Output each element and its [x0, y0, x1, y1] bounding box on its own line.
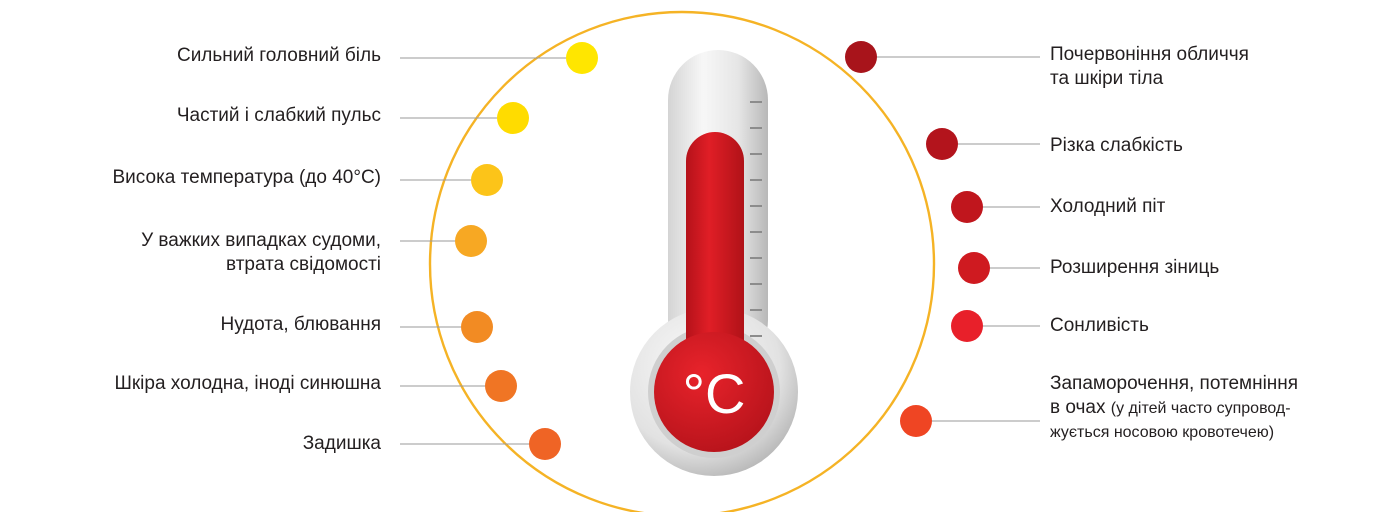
symptom-text-line: Нудота, блювання	[220, 314, 381, 335]
symptom-dot-right-2	[926, 128, 958, 160]
symptom-dot-right-6	[900, 405, 932, 437]
symptom-dot-left-5	[461, 311, 493, 343]
symptom-text-line: Задишка	[302, 433, 381, 454]
symptom-text-row: в очах (у дітей часто супровод-	[1050, 396, 1298, 421]
symptom-label-left-7: Задишка	[303, 432, 381, 456]
connector-lines	[400, 56, 1040, 445]
symptom-label-left-3: Висока температура (до 40°C)	[113, 166, 382, 190]
symptom-dot-left-4	[455, 225, 487, 257]
thermometer-mercury-column	[686, 132, 744, 392]
symptom-dot-right-5	[951, 310, 983, 342]
symptom-label-right-3: Холодний піт	[1050, 195, 1165, 219]
thermometer-mercury-bulb	[654, 332, 774, 452]
thermometer-scale-ticks	[750, 101, 762, 337]
symptom-text-line: в очах	[1050, 397, 1106, 418]
symptom-text-line: Запаморочення, потемніння	[1050, 373, 1299, 394]
symptom-label-right-5: Сонливість	[1050, 314, 1149, 338]
symptom-label-left-6: Шкіра холодна, іноді синюшна	[114, 372, 381, 396]
symptom-label-right-2: Різка слабкість	[1050, 134, 1183, 158]
symptom-text-line: Розширення зіниць	[1050, 257, 1220, 278]
symptom-label-left-5: Нудота, блювання	[220, 313, 381, 337]
symptom-dot-left-3	[471, 164, 503, 196]
symptom-text-line: Частий і слабкий пульс	[176, 105, 381, 126]
symptom-text-line: втрата свідомості	[226, 254, 381, 275]
symptom-note-line: (у дітей часто супровод-	[1110, 400, 1291, 417]
symptom-label-left-2: Частий і слабкий пульс	[177, 104, 381, 128]
symptom-dots	[455, 41, 990, 460]
symptom-label-right-1: Почервоніння обличчя та шкіри тіла	[1050, 43, 1249, 91]
symptom-text-line: Сильний головний біль	[176, 45, 381, 66]
symptom-text-line: Висока температура (до 40°C)	[112, 167, 382, 188]
symptom-text-line: Шкіра холодна, іноді синюшна	[114, 373, 381, 394]
symptom-text-line: Холодний піт	[1050, 196, 1166, 217]
symptom-dot-right-4	[958, 252, 990, 284]
symptom-label-left-4: У важких випадках судоми, втрата свідомос…	[141, 229, 381, 277]
symptom-text-line: Почервоніння обличчя	[1050, 44, 1249, 65]
symptom-label-right-6: Запаморочення, потемніння в очах (у дітей…	[1050, 372, 1298, 445]
symptom-text-line: Різка слабкість	[1050, 135, 1183, 156]
symptom-dot-left-1	[566, 42, 598, 74]
symptom-text-line: та шкіри тіла	[1050, 68, 1164, 89]
symptom-text-line: У важких випадках судоми,	[141, 230, 381, 251]
thermometer-unit-label: °C	[683, 362, 746, 425]
symptom-dot-left-6	[485, 370, 517, 402]
symptom-dot-right-3	[951, 191, 983, 223]
symptom-dot-right-1	[845, 41, 877, 73]
symptom-dot-left-2	[497, 102, 529, 134]
symptom-text-line: Сонливість	[1050, 315, 1149, 336]
symptom-note-line: жується носовою кровотечею)	[1050, 424, 1275, 441]
symptom-dot-left-7	[529, 428, 561, 460]
thermometer-icon: °C	[630, 50, 798, 476]
symptom-label-left-1: Сильний головний біль	[177, 44, 381, 68]
symptom-label-right-4: Розширення зіниць	[1050, 256, 1219, 280]
